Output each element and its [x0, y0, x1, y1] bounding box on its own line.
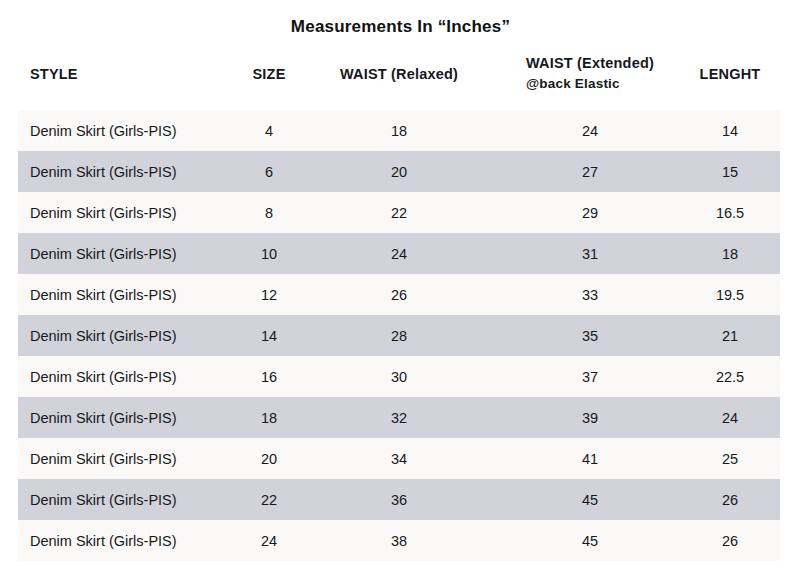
- cell-length: 19.5: [680, 274, 780, 315]
- cell-waist-extended: 37: [500, 356, 680, 397]
- cell-size: 14: [240, 315, 298, 356]
- cell-length: 18: [680, 233, 780, 274]
- cell-waist-extended: 45: [500, 479, 680, 520]
- table-row: Denim Skirt (Girls-PIS) 18 32 39 24: [18, 397, 780, 438]
- cell-waist-relaxed: 22: [298, 192, 500, 233]
- cell-length: 26: [680, 520, 780, 561]
- cell-style: Denim Skirt (Girls-PIS): [18, 192, 240, 233]
- table-row: Denim Skirt (Girls-PIS) 14 28 35 21: [18, 315, 780, 356]
- cell-waist-extended: 24: [500, 110, 680, 151]
- cell-waist-relaxed: 24: [298, 233, 500, 274]
- cell-length: 24: [680, 397, 780, 438]
- cell-waist-relaxed: 18: [298, 110, 500, 151]
- cell-size: 10: [240, 233, 298, 274]
- cell-waist-relaxed: 34: [298, 438, 500, 479]
- cell-waist-relaxed: 28: [298, 315, 500, 356]
- cell-waist-extended: 41: [500, 438, 680, 479]
- measurements-table: STYLE SIZE WAIST (Relaxed) WAIST (Extend…: [18, 37, 780, 561]
- cell-style: Denim Skirt (Girls-PIS): [18, 356, 240, 397]
- cell-waist-relaxed: 32: [298, 397, 500, 438]
- cell-size: 22: [240, 479, 298, 520]
- header-waist-extended-line2: @back Elastic: [526, 74, 654, 94]
- cell-length: 15: [680, 151, 780, 192]
- cell-waist-extended: 33: [500, 274, 680, 315]
- cell-size: 16: [240, 356, 298, 397]
- cell-size: 8: [240, 192, 298, 233]
- cell-style: Denim Skirt (Girls-PIS): [18, 315, 240, 356]
- cell-length: 26: [680, 479, 780, 520]
- header-waist-extended-line1: WAIST (Extended): [526, 53, 654, 74]
- cell-waist-extended: 31: [500, 233, 680, 274]
- cell-waist-extended: 39: [500, 397, 680, 438]
- cell-size: 6: [240, 151, 298, 192]
- header-style: STYLE: [18, 37, 240, 110]
- cell-waist-relaxed: 38: [298, 520, 500, 561]
- cell-size: 18: [240, 397, 298, 438]
- cell-size: 20: [240, 438, 298, 479]
- header-size: SIZE: [240, 37, 298, 110]
- table-body: Denim Skirt (Girls-PIS) 4 18 24 14 Denim…: [18, 110, 780, 561]
- cell-waist-extended: 35: [500, 315, 680, 356]
- cell-size: 4: [240, 110, 298, 151]
- cell-waist-relaxed: 20: [298, 151, 500, 192]
- cell-style: Denim Skirt (Girls-PIS): [18, 233, 240, 274]
- cell-style: Denim Skirt (Girls-PIS): [18, 520, 240, 561]
- cell-length: 14: [680, 110, 780, 151]
- page-title: Measurements In “Inches”: [0, 0, 801, 37]
- cell-style: Denim Skirt (Girls-PIS): [18, 274, 240, 315]
- cell-size: 24: [240, 520, 298, 561]
- size-chart-page: Measurements In “Inches” STYLE SIZE WAIS…: [0, 0, 801, 582]
- table-row: Denim Skirt (Girls-PIS) 4 18 24 14: [18, 110, 780, 151]
- table-header: STYLE SIZE WAIST (Relaxed) WAIST (Extend…: [18, 37, 780, 110]
- cell-waist-relaxed: 36: [298, 479, 500, 520]
- cell-waist-relaxed: 26: [298, 274, 500, 315]
- header-waist-extended-block: WAIST (Extended) @back Elastic: [526, 53, 654, 94]
- cell-length: 21: [680, 315, 780, 356]
- table-row: Denim Skirt (Girls-PIS) 8 22 29 16.5: [18, 192, 780, 233]
- header-row: STYLE SIZE WAIST (Relaxed) WAIST (Extend…: [18, 37, 780, 110]
- table-row: Denim Skirt (Girls-PIS) 22 36 45 26: [18, 479, 780, 520]
- cell-length: 16.5: [680, 192, 780, 233]
- header-waist-relaxed: WAIST (Relaxed): [298, 37, 500, 110]
- table-row: Denim Skirt (Girls-PIS) 10 24 31 18: [18, 233, 780, 274]
- cell-waist-extended: 45: [500, 520, 680, 561]
- cell-style: Denim Skirt (Girls-PIS): [18, 438, 240, 479]
- header-waist-extended: WAIST (Extended) @back Elastic: [500, 37, 680, 110]
- cell-length: 22.5: [680, 356, 780, 397]
- cell-style: Denim Skirt (Girls-PIS): [18, 151, 240, 192]
- cell-length: 25: [680, 438, 780, 479]
- cell-waist-extended: 29: [500, 192, 680, 233]
- table-row: Denim Skirt (Girls-PIS) 6 20 27 15: [18, 151, 780, 192]
- table-row: Denim Skirt (Girls-PIS) 24 38 45 26: [18, 520, 780, 561]
- cell-style: Denim Skirt (Girls-PIS): [18, 479, 240, 520]
- table-row: Denim Skirt (Girls-PIS) 12 26 33 19.5: [18, 274, 780, 315]
- table-row: Denim Skirt (Girls-PIS) 16 30 37 22.5: [18, 356, 780, 397]
- cell-size: 12: [240, 274, 298, 315]
- cell-waist-extended: 27: [500, 151, 680, 192]
- cell-style: Denim Skirt (Girls-PIS): [18, 110, 240, 151]
- cell-waist-relaxed: 30: [298, 356, 500, 397]
- table-row: Denim Skirt (Girls-PIS) 20 34 41 25: [18, 438, 780, 479]
- cell-style: Denim Skirt (Girls-PIS): [18, 397, 240, 438]
- header-length: LENGHT: [680, 37, 780, 110]
